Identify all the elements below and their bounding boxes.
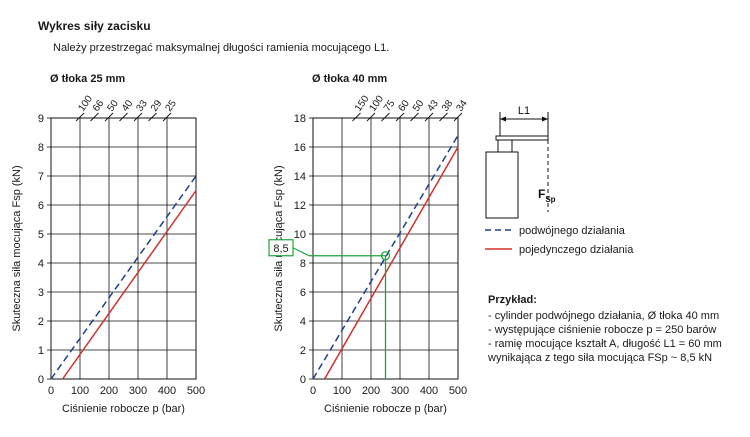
y-tick-label: 10 bbox=[294, 229, 306, 241]
y-tick-label: 9 bbox=[38, 113, 44, 125]
top-axis-tick bbox=[162, 112, 172, 122]
top-axis-tick bbox=[424, 112, 434, 122]
top-axis-label: 50 bbox=[105, 98, 121, 114]
x-tick-label: 400 bbox=[420, 385, 438, 397]
plot-frame bbox=[50, 117, 197, 380]
x-tick-label: 300 bbox=[129, 385, 147, 397]
example-heading: Przykład: bbox=[488, 294, 537, 306]
y-tick-label: 5 bbox=[38, 229, 44, 241]
chart-piston-25mm: Ø tłoka 25 mm0 100 200 300 400 50001234567891… bbox=[11, 73, 205, 415]
y-tick-label: 0 bbox=[38, 374, 44, 386]
top-axis-label: 33 bbox=[134, 98, 150, 114]
top-axis-tick bbox=[381, 112, 390, 122]
top-axis-tick bbox=[75, 112, 85, 122]
top-axis-label: 43 bbox=[425, 98, 441, 114]
x-tick-label: 400 bbox=[158, 385, 176, 397]
clamp-arm-diagram: L1 FSp bbox=[485, 105, 556, 219]
chart-title: Ø tłoka 40 mm bbox=[312, 73, 387, 85]
top-axis-label: 25 bbox=[163, 98, 179, 114]
y-tick-label: 2 bbox=[300, 345, 306, 357]
force-label: FSp bbox=[538, 187, 556, 204]
y-tick-label: 2 bbox=[38, 316, 44, 328]
series-line-double-acting bbox=[50, 175, 197, 380]
x-axis-label: Ciśnienie robocze p (bar) bbox=[62, 403, 185, 415]
l1-arrow-right bbox=[542, 116, 548, 122]
example-line: - cylinder podwójnego działania, Ø tłoka… bbox=[488, 310, 719, 322]
top-axis-tick bbox=[352, 112, 361, 122]
y-axis-label: Skuteczna siła mocująca Fsp (kN) bbox=[11, 165, 23, 331]
example-line: - występujące ciśnienie robocze p = 250 … bbox=[488, 324, 716, 336]
x-tick-label: 200 bbox=[362, 385, 380, 397]
top-axis-tick bbox=[453, 112, 463, 122]
annotation-leader-line bbox=[292, 247, 310, 257]
example-line: - ramię mocujące kształt A, długość L1 =… bbox=[488, 338, 722, 350]
top-axis-tick bbox=[439, 112, 448, 122]
top-axis-label: 60 bbox=[396, 98, 412, 114]
top-axis-label: 34 bbox=[454, 98, 470, 114]
page-title: Wykres siły zacisku bbox=[38, 19, 151, 33]
chart-piston-40mm: Ø tłoka 40 mm 0 100 200 300 400 500 0 2 4 6 8 10 12 14… bbox=[268, 73, 470, 415]
series-line-double-acting bbox=[312, 135, 459, 380]
x-tick-label: 100 bbox=[333, 385, 351, 397]
top-axis-label: 29 bbox=[149, 98, 165, 114]
series-line-single-acting bbox=[323, 146, 459, 380]
example-line: wynikająca z tego siła mocująca FSp ~ 8,… bbox=[487, 352, 712, 364]
y-tick-label: 8 bbox=[38, 142, 44, 154]
legend: podwójnego działania pojedynczego działa… bbox=[485, 225, 634, 256]
top-axis-tick bbox=[90, 112, 99, 122]
x-tick-label: 0 bbox=[310, 385, 316, 397]
y-tick-label: 6 bbox=[38, 200, 44, 212]
y-tick-label: 6 bbox=[300, 287, 306, 299]
x-tick-label: 500 bbox=[187, 385, 205, 397]
series-line-single-acting bbox=[61, 190, 197, 380]
x-tick-label: 100 bbox=[71, 385, 89, 397]
y-tick-label: 0 bbox=[300, 374, 306, 386]
cylinder-body bbox=[485, 151, 519, 219]
top-axis-label: 40 bbox=[120, 98, 136, 114]
top-axis-tick bbox=[410, 112, 419, 122]
y-tick-label: 4 bbox=[38, 258, 44, 270]
top-axis-label: 38 bbox=[440, 98, 456, 114]
y-tick-label: 16 bbox=[294, 142, 306, 154]
y-tick-label: 1 bbox=[38, 345, 44, 357]
l1-arrow-left bbox=[500, 116, 506, 122]
top-axis-tick bbox=[104, 112, 114, 122]
x-tick-label: 200 bbox=[100, 385, 118, 397]
y-tick-label: 8 bbox=[300, 258, 306, 270]
legend-label-double-acting: podwójnego działania bbox=[519, 225, 626, 237]
chart-title: Ø tłoka 25 mm bbox=[50, 73, 125, 85]
top-axis-label: 50 bbox=[411, 98, 427, 114]
y-tick-label: 4 bbox=[300, 316, 306, 328]
l1-label: L1 bbox=[518, 105, 530, 117]
clamp-arm bbox=[495, 135, 549, 141]
legend-label-single-acting: pojedynczego działania bbox=[519, 244, 634, 256]
x-axis-label: Ciśnienie robocze p (bar) bbox=[324, 403, 447, 415]
x-tick-label: 300 bbox=[391, 385, 409, 397]
page-subtitle: Należy przestrzegać maksymalnej długości… bbox=[53, 42, 389, 54]
top-axis-tick bbox=[366, 112, 376, 122]
example-box: Przykład: - cylinder podwójnego działani… bbox=[487, 294, 722, 364]
x-tick-label: 500 bbox=[449, 385, 467, 397]
piston-rod bbox=[497, 139, 513, 153]
top-axis-tick bbox=[395, 112, 405, 122]
y-tick-label: 14 bbox=[294, 171, 306, 183]
y-tick-label: 18 bbox=[294, 113, 306, 125]
top-axis-tick bbox=[119, 112, 128, 122]
top-axis-tick bbox=[148, 112, 157, 122]
annotation-marker bbox=[380, 251, 391, 261]
top-axis-tick bbox=[133, 112, 143, 122]
y-tick-label: 3 bbox=[38, 287, 44, 299]
y-tick-label: 12 bbox=[294, 200, 306, 212]
x-tick-label: 0 bbox=[48, 385, 54, 397]
annotation-value-label: 8,5 bbox=[273, 243, 288, 255]
y-tick-label: 7 bbox=[38, 171, 44, 183]
